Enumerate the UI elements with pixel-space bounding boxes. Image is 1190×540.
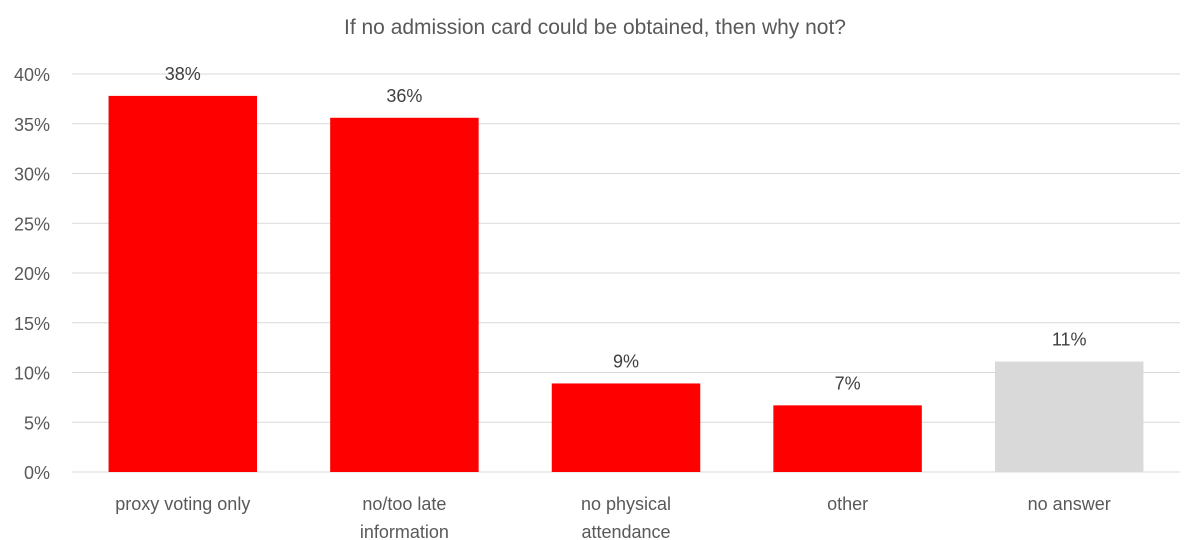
x-tick-label: attendance: [581, 522, 670, 540]
y-tick-label: 5%: [24, 413, 50, 433]
data-label: 7%: [835, 373, 861, 393]
bar: [994, 361, 1144, 472]
y-tick-label: 10%: [14, 364, 50, 384]
data-label: 36%: [386, 86, 422, 106]
chart-title: If no admission card could be obtained, …: [344, 16, 846, 39]
x-tick-label: no answer: [1028, 494, 1111, 514]
x-tick-label: other: [827, 494, 868, 514]
bar: [551, 383, 701, 472]
x-tick-label: proxy voting only: [115, 494, 250, 514]
x-tick-label: no/too late: [362, 494, 446, 514]
y-tick-label: 0%: [24, 463, 50, 483]
data-label: 9%: [613, 351, 639, 371]
data-label: 11%: [1052, 330, 1087, 350]
bar: [330, 117, 479, 472]
x-tick-label: information: [360, 522, 449, 540]
y-tick-label: 40%: [14, 65, 50, 85]
y-tick-label: 30%: [14, 165, 50, 185]
y-tick-label: 15%: [14, 314, 50, 334]
x-tick-label: no physical: [581, 494, 671, 514]
y-tick-label: 25%: [14, 214, 50, 234]
bar: [773, 405, 922, 472]
y-tick-label: 20%: [14, 264, 50, 284]
data-label: 38%: [165, 64, 201, 84]
bar: [108, 95, 258, 472]
y-tick-label: 35%: [14, 115, 50, 135]
